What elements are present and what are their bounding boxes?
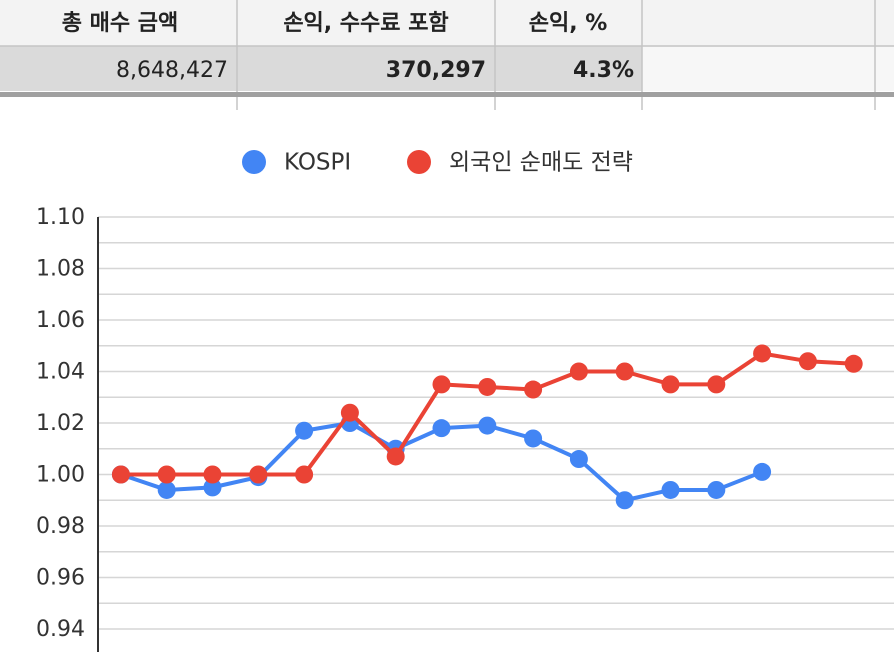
point: [432, 375, 451, 394]
data-row-rest: [642, 46, 894, 91]
point: [661, 480, 680, 499]
y-tick-label: 0.94: [36, 617, 85, 642]
point: [432, 419, 451, 438]
point: [249, 465, 268, 484]
legend-label: KOSPI: [284, 150, 351, 176]
column-header: 손익, %: [529, 11, 608, 36]
cell-borders: [0, 0, 894, 110]
point: [569, 362, 588, 381]
point: [478, 377, 497, 396]
point: [615, 362, 634, 381]
data-row: [0, 46, 642, 91]
point: [386, 447, 405, 466]
point: [203, 465, 222, 484]
point: [707, 375, 726, 394]
y-tick-label: 1.10: [36, 205, 85, 230]
y-tick-label: 1.00: [36, 463, 85, 488]
y-tick-label: 1.06: [36, 308, 85, 333]
point: [295, 465, 314, 484]
point: [157, 480, 176, 499]
column-header: 총 매수 금액: [62, 11, 179, 36]
cell: 370,297: [386, 58, 486, 83]
point: [844, 354, 863, 373]
y-tick-label: 0.96: [36, 566, 85, 591]
point: [753, 462, 772, 481]
point: [615, 491, 634, 510]
point: [203, 478, 222, 497]
point: [753, 344, 772, 363]
legend-label: 외국인 순매도 전략: [449, 150, 633, 176]
y-tick-label: 1.04: [36, 360, 85, 385]
point: [295, 421, 314, 440]
point: [798, 352, 817, 371]
point: [524, 380, 543, 399]
y-tick-label: 0.98: [36, 514, 85, 539]
y-tick-label: 1.02: [36, 411, 85, 436]
y-tick-label: 1.08: [36, 257, 85, 282]
point: [661, 375, 680, 394]
point: [524, 429, 543, 448]
column-header: 손익, 수수료 포함: [283, 11, 448, 36]
legend-swatch: [242, 150, 266, 174]
point: [569, 450, 588, 469]
header-row: [0, 0, 894, 46]
cell: 8,648,427: [116, 58, 228, 83]
point: [340, 403, 359, 422]
cell: 4.3%: [573, 58, 634, 83]
point: [707, 480, 726, 499]
legend-swatch: [407, 150, 431, 174]
point: [157, 465, 176, 484]
freeze-line: [0, 92, 894, 97]
point: [478, 416, 497, 435]
point: [111, 465, 130, 484]
